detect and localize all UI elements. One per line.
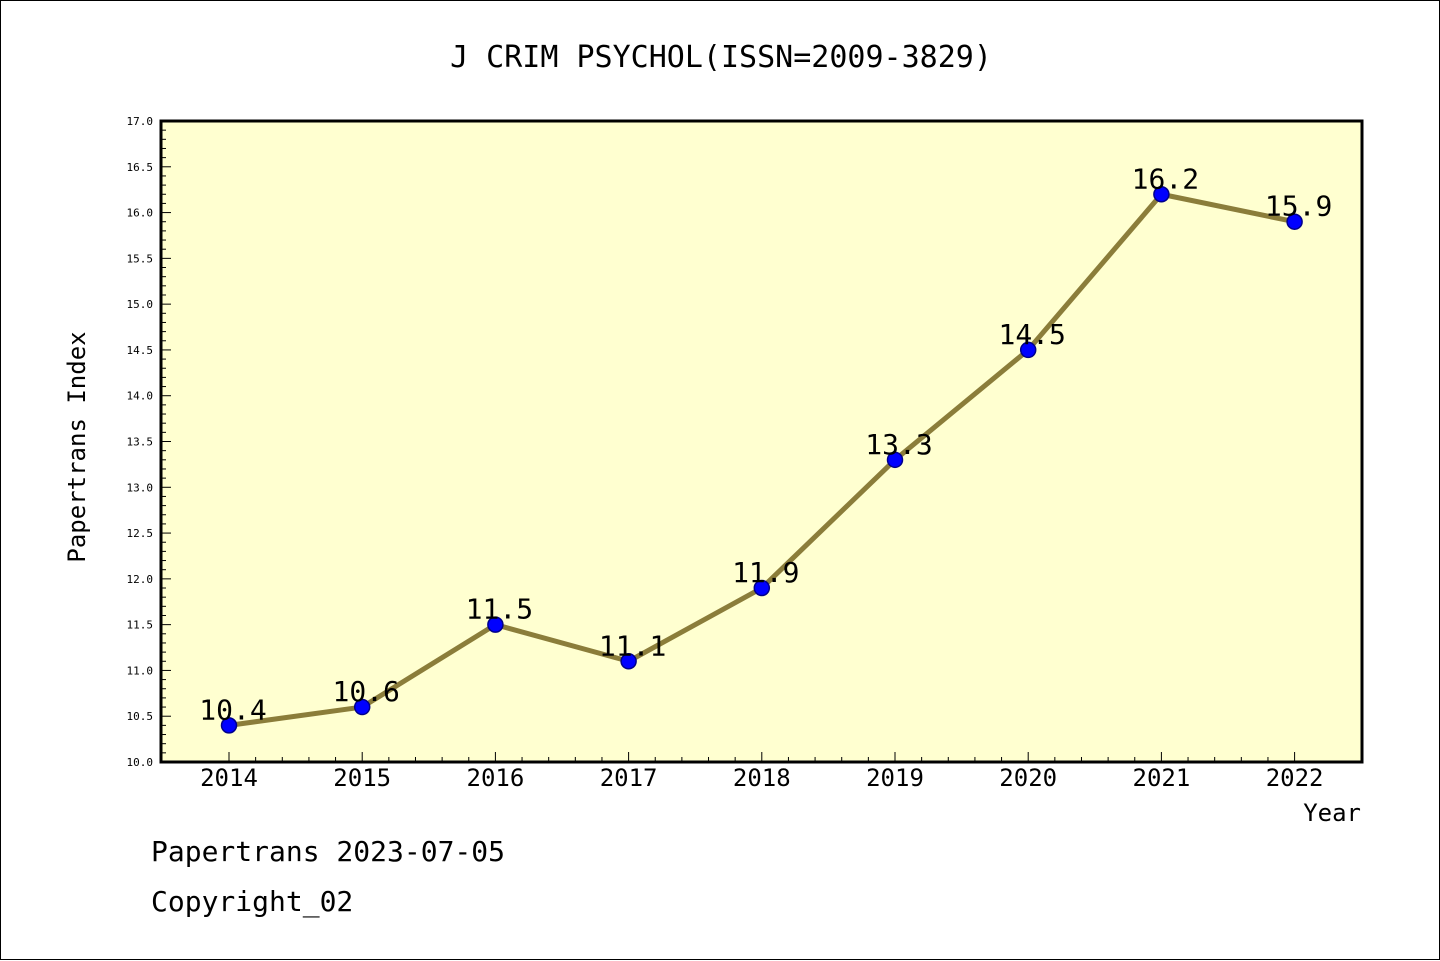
data-point (753, 579, 771, 597)
x-tick-label: 2014 (200, 764, 258, 792)
y-axis: 10.0 10.5 11.0 11.5 12.0 12.5 13.0 13.5 14.0 14.5… (127, 115, 171, 769)
series-layer: 10.4 10.6 11.5 11.1 11.9 13.3 14.5 16.2 15.9 (199, 162, 1332, 734)
data-label: 10.6 (332, 675, 399, 708)
data-label: 13.3 (865, 428, 932, 461)
plot-area (159, 119, 1364, 764)
y-tick-label: 14.0 (127, 390, 154, 403)
x-axis-label: Year (1303, 799, 1361, 827)
footer-copyright-text: Copyright_02 (151, 885, 354, 918)
y-tick-label: 11.0 (127, 664, 154, 677)
data-point (620, 653, 637, 670)
x-axis: 2014 2015 2016 2017 2018 2019 2020 2021 2022 (200, 752, 1323, 792)
x-tick-label: 2019 (866, 764, 924, 792)
data-point (886, 451, 904, 469)
x-tick-label: 2017 (600, 764, 658, 792)
data-label: 11.5 (466, 593, 533, 626)
y-tick-label: 13.5 (127, 436, 154, 449)
data-point (220, 717, 238, 734)
y-tick-label: 13.0 (127, 481, 154, 494)
x-tick-label: 2022 (1266, 764, 1324, 792)
y-tick-label: 16.0 (127, 207, 154, 220)
data-point (353, 698, 371, 716)
data-label: 11.9 (732, 556, 799, 589)
y-tick-label: 14.5 (127, 344, 154, 357)
y-tick-label: 12.0 (127, 573, 154, 586)
data-point (1153, 186, 1170, 203)
data-point (1286, 213, 1303, 230)
y-tick-label: 11.5 (127, 619, 154, 632)
x-tick-label: 2016 (467, 764, 525, 792)
footer-date-text: Papertrans 2023-07-05 (151, 835, 506, 868)
data-label: 16.2 (1132, 162, 1199, 195)
x-tick-label: 2018 (733, 764, 791, 792)
data-label: 14.5 (998, 318, 1065, 351)
y-axis-label: Papertrans Index (63, 331, 91, 562)
y-tick-label: 16.5 (127, 161, 154, 174)
x-tick-label: 2015 (333, 764, 391, 792)
y-tick-label: 12.5 (127, 527, 154, 540)
y-tick-label: 15.5 (127, 252, 154, 265)
y-tick-label: 15.0 (127, 298, 154, 311)
y-tick-label: 10.0 (127, 756, 154, 769)
data-point (487, 616, 504, 633)
data-label: 15.9 (1265, 190, 1332, 223)
x-tick-label: 2021 (1133, 764, 1191, 792)
data-point (1019, 341, 1037, 359)
y-tick-label: 10.5 (127, 710, 154, 723)
x-tick-label: 2020 (999, 764, 1057, 792)
data-label: 10.4 (199, 693, 266, 726)
data-label: 11.1 (599, 629, 666, 662)
y-tick-label: 17.0 (127, 115, 154, 128)
chart-title: J CRIM PSYCHOL(ISSN=2009-3829) (450, 40, 992, 75)
